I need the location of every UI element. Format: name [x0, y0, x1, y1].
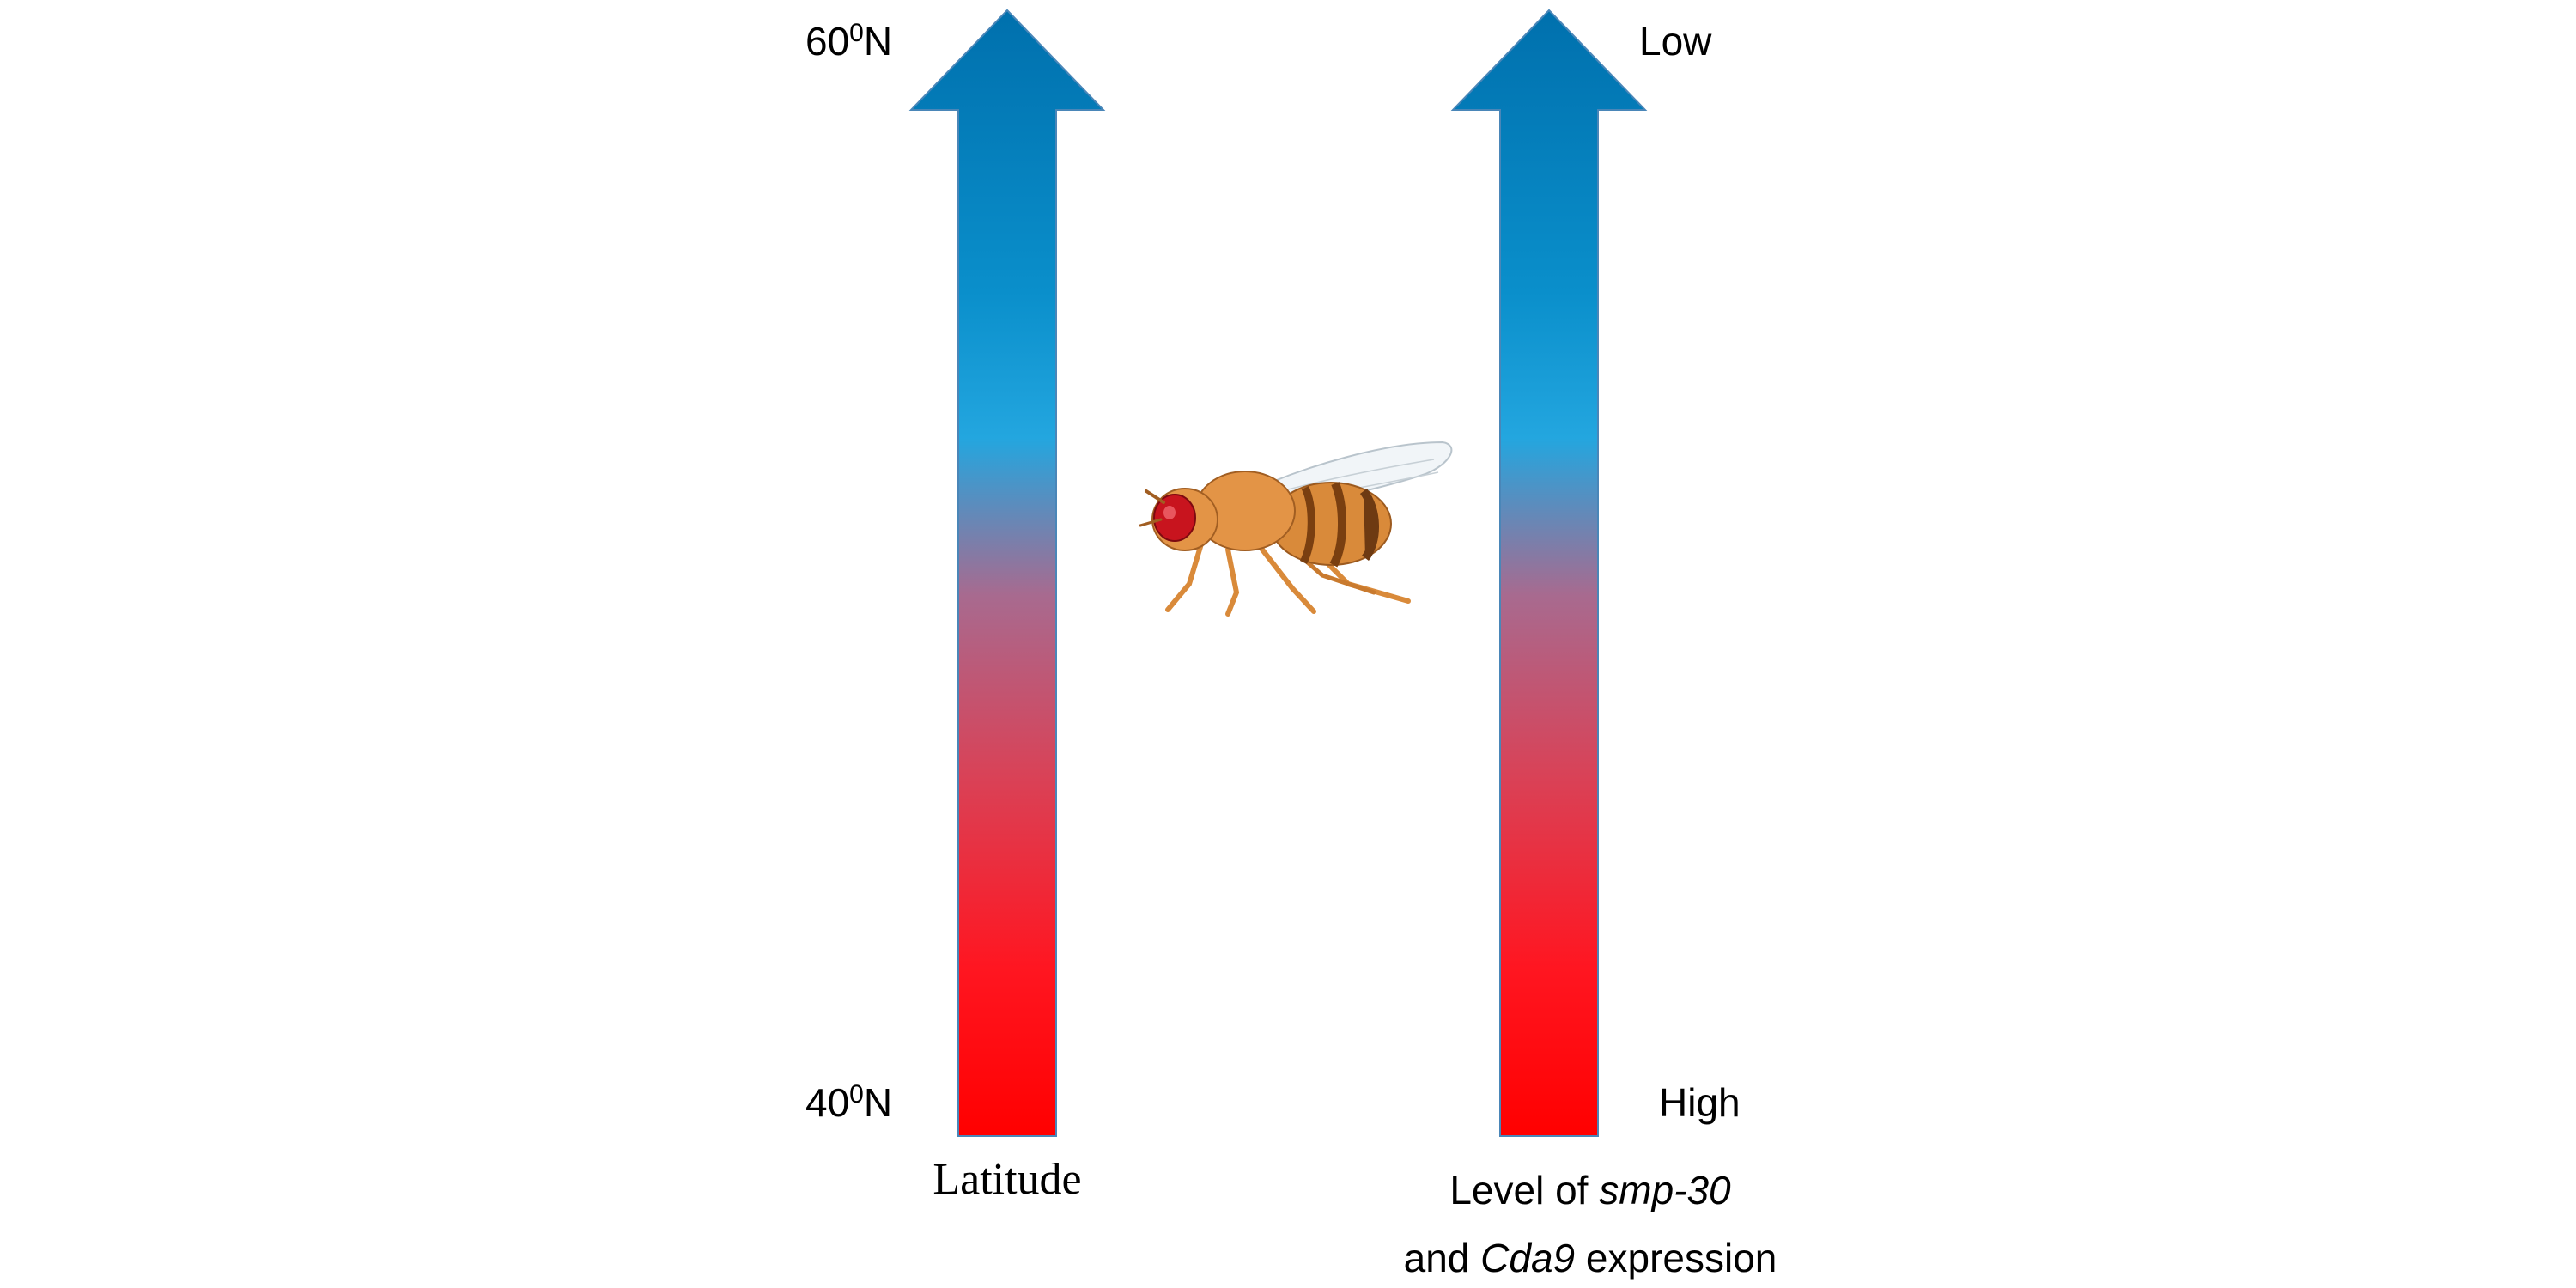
latitude-top-label: 600N	[805, 19, 892, 64]
fruit-fly-icon	[1139, 440, 1453, 617]
latitude-arrow	[908, 9, 1106, 1137]
expression-top-label: Low	[1639, 19, 1712, 64]
expression-arrow	[1450, 9, 1648, 1137]
expression-caption-line1: Level of smp-30	[1449, 1168, 1731, 1212]
expression-caption-line2: and Cda9 expression	[1404, 1236, 1777, 1280]
latitude-caption: Latitude	[933, 1155, 1081, 1204]
latitude-bottom-label: 400N	[805, 1080, 892, 1125]
expression-bottom-label: High	[1659, 1080, 1741, 1125]
